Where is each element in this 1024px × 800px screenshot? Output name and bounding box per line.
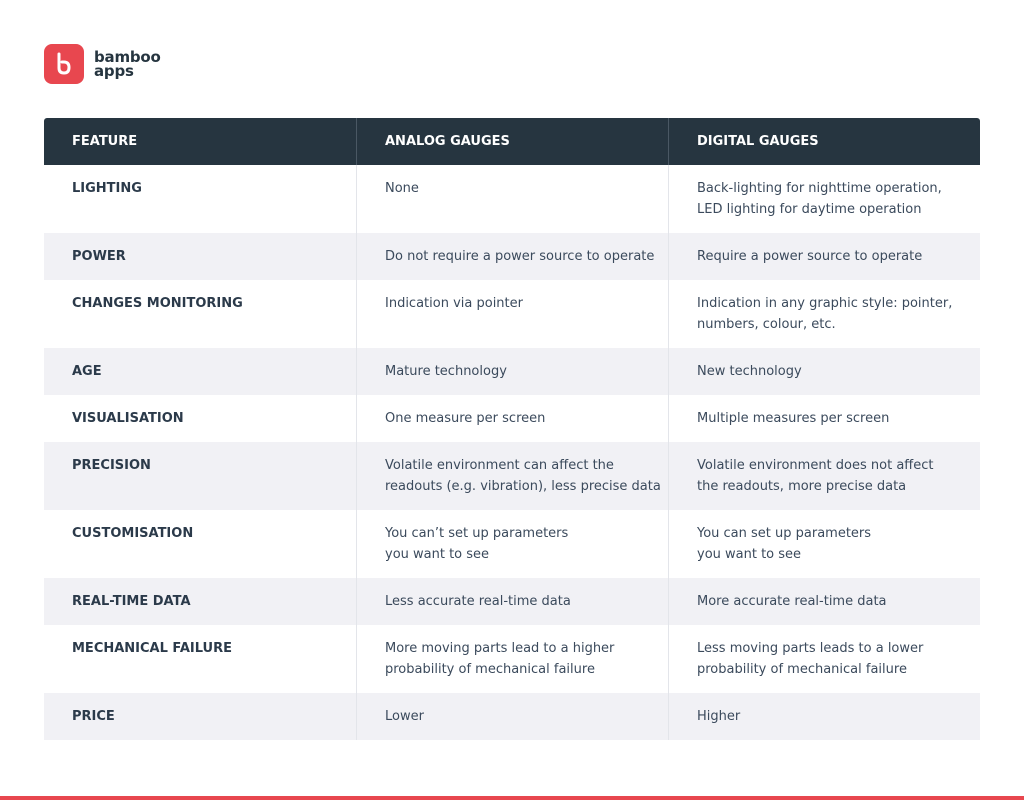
value-cell: Less accurate real-time data — [356, 578, 668, 625]
column-header: ANALOG GAUGES — [356, 118, 668, 165]
cell-text: Require a power source to operate — [697, 249, 923, 264]
header-row: FEATURE ANALOG GAUGES DIGITAL GAUGES — [44, 118, 980, 165]
feature-cell: AGE — [44, 348, 356, 395]
cell-text: More accurate real-time data — [697, 594, 887, 609]
feature-cell: CUSTOMISATION — [44, 510, 356, 578]
value-cell: Indication in any graphic style: pointer… — [668, 280, 980, 348]
cell-text: MECHANICAL FAILURE — [72, 641, 232, 656]
cell-text: Higher — [697, 709, 741, 724]
cell-text: CHANGES MONITORING — [72, 296, 243, 311]
cell-text: Mature technology — [385, 364, 507, 379]
value-cell: One measure per screen — [356, 395, 668, 442]
cell-text: Back-lighting for nighttime operation, — [697, 181, 942, 196]
value-cell: Lower — [356, 693, 668, 740]
logo-word: apps — [94, 62, 134, 80]
cell-text: probability of mechanical failure — [697, 662, 907, 677]
cell-text: probability of mechanical failure — [385, 662, 595, 677]
table-row: AGE Mature technology New technology — [44, 348, 980, 395]
cell-text: Lower — [385, 709, 424, 724]
cell-text: More moving parts lead to a higher — [385, 641, 615, 656]
value-cell: Indication via pointer — [356, 280, 668, 348]
cell-text: PRICE — [72, 709, 115, 724]
column-header: FEATURE — [72, 134, 138, 149]
cell-text: Multiple measures per screen — [697, 411, 890, 426]
cell-text: POWER — [72, 249, 126, 264]
value-cell: Back-lighting for nighttime operation, LE… — [668, 165, 980, 233]
feature-cell: REAL-TIME DATA — [44, 578, 356, 625]
cell-text: REAL-TIME DATA — [72, 594, 191, 609]
cell-text: Less moving parts leads to a lower — [697, 641, 924, 656]
cell-text: Do not require a power source to operate — [385, 249, 655, 264]
feature-cell: VISUALISATION — [44, 395, 356, 442]
value-cell: Volatile environment does not affect the … — [668, 442, 980, 510]
value-cell: You can’t set up parameters you want to s… — [356, 510, 668, 578]
cell-text: you want to see — [697, 547, 802, 562]
table-row: POWER Do not require a power source to op… — [44, 233, 980, 280]
table-row: LIGHTING None Back-lighting for nighttime … — [44, 165, 980, 233]
value-cell: Do not require a power source to operate — [356, 233, 668, 280]
column-header: DIGITAL GAUGES — [668, 118, 980, 165]
cell-text: One measure per screen — [385, 411, 546, 426]
feature-cell: PRECISION — [44, 442, 356, 510]
value-cell: Higher — [668, 693, 980, 740]
table-row: PRECISION Volatile environment can affect… — [44, 442, 980, 510]
table-row: CHANGES MONITORING Indication via pointer… — [44, 280, 980, 348]
cell-text: LED lighting for daytime operation — [697, 202, 922, 217]
value-cell: More accurate real-time data — [668, 578, 980, 625]
logo-text: bamboo apps — [94, 48, 161, 80]
value-cell: Volatile environment can affect the reado… — [356, 442, 668, 510]
cell-text: You can’t set up parameters — [385, 526, 569, 541]
cell-text: LIGHTING — [72, 181, 142, 196]
table-row: PRICE Lower Higher — [44, 693, 980, 740]
cell-text: Less accurate real-time data — [385, 594, 571, 609]
cell-text: VISUALISATION — [72, 411, 184, 426]
feature-cell: CHANGES MONITORING — [44, 280, 356, 348]
cell-text: Indication in any graphic style: pointer… — [697, 296, 953, 311]
value-cell: Mature technology — [356, 348, 668, 395]
cell-text: Volatile environment can affect the — [385, 458, 614, 473]
logo-word: bamboo — [94, 48, 161, 66]
value-cell: You can set up parameters you want to see — [668, 510, 980, 578]
cell-text: the readouts, more precise data — [697, 479, 907, 494]
cell-text: PRECISION — [72, 458, 151, 473]
table-row: VISUALISATION One measure per screen Multi… — [44, 395, 980, 442]
table-row: REAL-TIME DATA Less accurate real-time da… — [44, 578, 980, 625]
table-row: CUSTOMISATION You can’t set up parameters… — [44, 510, 980, 578]
feature-cell: PRICE — [44, 693, 356, 740]
cell-text: numbers, colour, etc. — [697, 317, 836, 332]
feature-cell: MECHANICAL FAILURE — [44, 625, 356, 693]
value-cell: More moving parts lead to a higher probab… — [356, 625, 668, 693]
feature-cell: LIGHTING — [44, 165, 356, 233]
bottom-bar — [0, 796, 1024, 800]
cell-text: None — [385, 181, 419, 196]
cell-text: Indication via pointer — [385, 296, 523, 311]
value-cell: New technology — [668, 348, 980, 395]
value-cell: Require a power source to operate — [668, 233, 980, 280]
logo-icon — [44, 44, 84, 84]
value-cell: Multiple measures per screen — [668, 395, 980, 442]
comparison-table: FEATURE ANALOG GAUGES DIGITAL GAUGES LIGHTI… — [44, 118, 980, 740]
logo-glyph — [57, 52, 71, 75]
cell-text: Volatile environment does not affect — [697, 458, 934, 473]
cell-text: AGE — [72, 364, 102, 379]
value-cell: None — [356, 165, 668, 233]
logo[interactable]: bamboo apps — [44, 44, 161, 84]
cell-text: CUSTOMISATION — [72, 526, 194, 541]
cell-text: New technology — [697, 364, 802, 379]
table-row: MECHANICAL FAILURE More moving parts lead… — [44, 625, 980, 693]
cell-text: readouts (e.g. vibration), less precise … — [385, 479, 661, 494]
value-cell: Less moving parts leads to a lower probab… — [668, 625, 980, 693]
cell-text: you want to see — [385, 547, 490, 562]
feature-cell: POWER — [44, 233, 356, 280]
cell-text: You can set up parameters — [697, 526, 872, 541]
